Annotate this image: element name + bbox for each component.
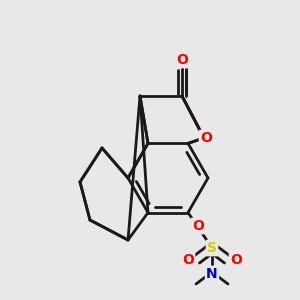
Text: S: S bbox=[207, 241, 217, 255]
Text: O: O bbox=[230, 253, 242, 267]
Text: O: O bbox=[192, 219, 204, 233]
Text: O: O bbox=[182, 253, 194, 267]
Text: O: O bbox=[176, 53, 188, 67]
Text: N: N bbox=[206, 267, 218, 281]
Text: O: O bbox=[200, 131, 212, 145]
